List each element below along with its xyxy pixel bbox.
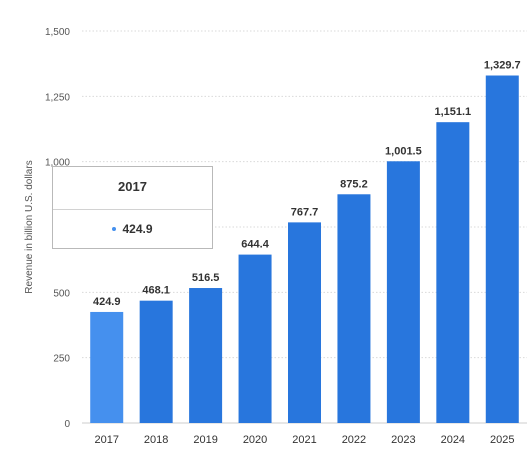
data-label: 468.1 xyxy=(142,285,170,297)
y-tick-label: 500 xyxy=(53,288,70,299)
bar xyxy=(485,75,519,423)
y-tick-label: 250 xyxy=(53,354,70,365)
tooltip-title: 2017 xyxy=(53,167,212,210)
data-label: 767.7 xyxy=(291,206,319,218)
x-tick-label: 2022 xyxy=(342,434,366,446)
bar xyxy=(90,311,124,423)
y-tick-label: 1,500 xyxy=(45,27,70,38)
y-tick-label: 0 xyxy=(64,419,70,430)
tooltip-body: 424.9 xyxy=(53,210,212,248)
data-label: 424.9 xyxy=(93,296,121,308)
x-tick-label: 2020 xyxy=(243,434,267,446)
x-tick-label: 2018 xyxy=(144,434,168,446)
bar xyxy=(337,194,371,423)
bars xyxy=(90,75,519,424)
data-label: 516.5 xyxy=(192,272,220,284)
chart-labels: 02505007501,0001,2501,500424.92017468.12… xyxy=(24,27,521,446)
x-tick-label: 2023 xyxy=(391,434,415,446)
data-label: 1,329.7 xyxy=(484,60,521,72)
bar xyxy=(238,254,272,423)
x-tick-label: 2021 xyxy=(292,434,316,446)
x-tick-label: 2019 xyxy=(193,434,217,446)
bar xyxy=(288,222,321,423)
bar xyxy=(189,288,223,423)
bar xyxy=(386,161,420,424)
data-label: 644.4 xyxy=(241,239,269,251)
y-tick-label: 1,000 xyxy=(45,158,70,169)
data-label: 1,001.5 xyxy=(385,145,422,157)
bar xyxy=(139,300,173,423)
y-axis-title: Revenue in billion U.S. dollars xyxy=(24,160,35,293)
x-tick-label: 2017 xyxy=(94,434,118,446)
y-tick-label: 1,250 xyxy=(45,92,70,103)
bar xyxy=(436,122,470,423)
tooltip-series-dot-icon xyxy=(112,226,117,231)
x-tick-label: 2024 xyxy=(441,434,465,446)
data-label: 1,151.1 xyxy=(434,106,471,118)
chart-tooltip: 2017 424.9 xyxy=(52,166,213,249)
data-label: 875.2 xyxy=(340,178,368,190)
x-tick-label: 2025 xyxy=(490,434,514,446)
tooltip-value: 424.9 xyxy=(122,222,153,236)
